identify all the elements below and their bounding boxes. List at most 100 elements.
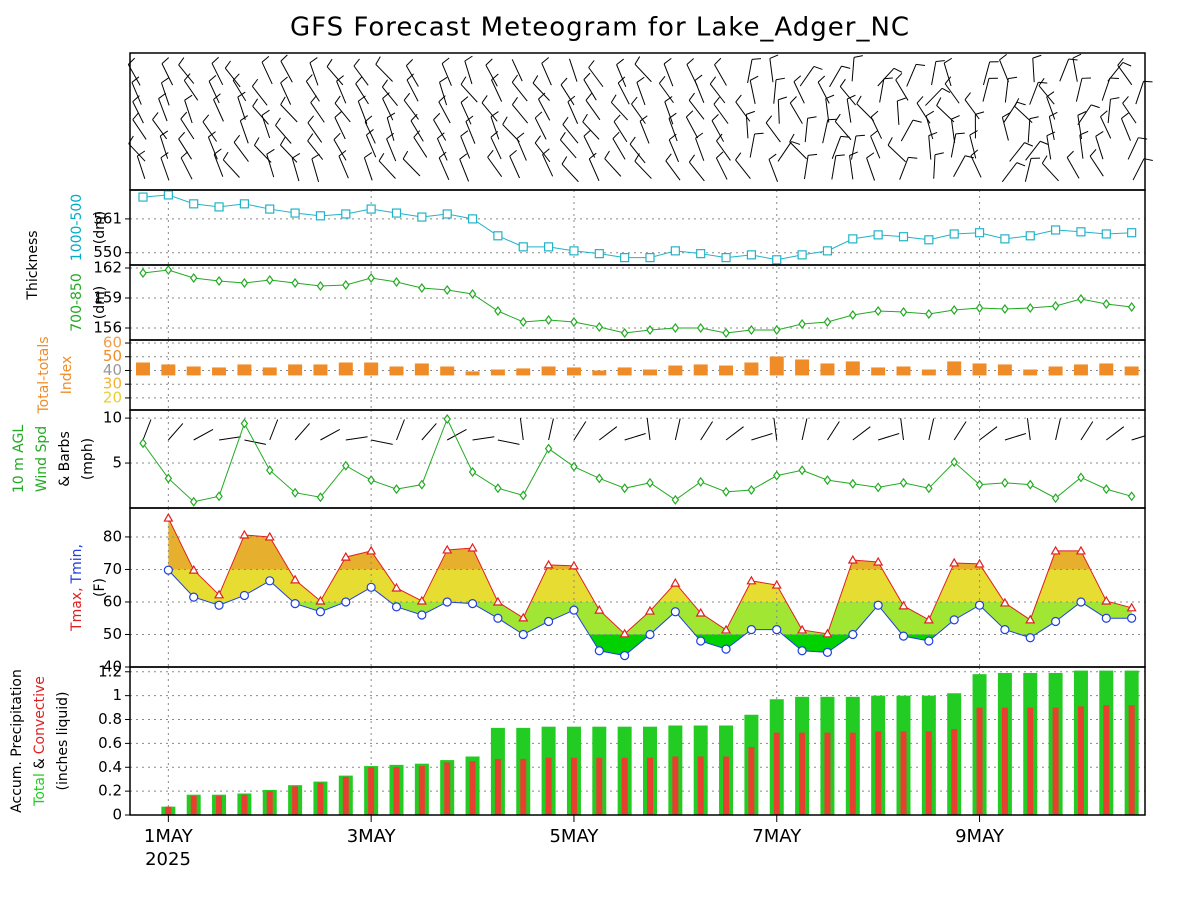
marker [494,483,502,494]
barb-staff [969,134,977,159]
barb-flag [213,93,221,100]
barb-staff [511,59,523,82]
barb-flag [1122,96,1129,104]
surface-barb [725,426,744,441]
surface-barb [1004,433,1027,441]
barb-staff [207,136,218,160]
bar [795,359,810,376]
bar [972,363,987,376]
barb-staff [491,79,503,102]
barb-flag [386,132,394,140]
marker [772,255,782,265]
barb-staff [604,158,622,177]
barb-flag [211,56,220,64]
marker [923,614,934,624]
y-tick-label: 60 [103,592,122,610]
marker [974,600,985,610]
barb-staff [870,116,883,139]
barb-flag [232,73,240,81]
marker [797,646,807,656]
bar [292,786,299,815]
y-axis-label-part: Convective [32,676,48,754]
barb-staff [1095,136,1104,160]
y-tick-label: 0 [112,806,122,824]
y-tick-label: 0.2 [98,782,122,800]
barb-staff [1009,142,1025,162]
barb-staff [899,157,909,180]
barb-flag [604,150,610,159]
marker [645,253,655,263]
marker [1101,229,1111,239]
barb-staff [460,135,471,159]
barb-flag [768,153,777,160]
marker [873,556,884,566]
barb-staff [799,66,815,87]
barb-flag [846,94,856,100]
barb-flag [688,154,696,163]
barb-flag [1016,101,1026,106]
bar [566,367,581,376]
marker [468,467,477,478]
bar [570,757,577,815]
plot-area [130,410,1145,508]
barb-staff [307,122,323,143]
y-axis-label-part: (mph) [80,438,96,480]
barb-staff [982,61,991,86]
barb-staff [1066,157,1080,179]
barb-flag [883,77,893,80]
marker [139,268,147,278]
barb-staff [310,102,325,123]
marker [1102,299,1111,309]
bar [516,368,531,376]
y-axis-label: 700-850 [69,273,85,332]
barb-staff [460,102,472,125]
barb-staff [663,63,674,87]
barb-staff [363,157,373,181]
barb-flag [1041,155,1048,164]
bar [440,366,455,376]
marker [467,542,478,552]
marker [315,211,326,221]
y-axis-label-part: 10 m AGL [11,425,27,494]
barb-flag [928,131,938,137]
surface-barb [900,418,904,441]
surface-barb [928,418,935,441]
bar [997,364,1012,376]
marker [543,242,554,252]
barb-flag [629,136,636,145]
barb-staff [436,138,448,161]
barb-flag [870,110,879,118]
barb-flag [366,129,374,136]
barb-staff [275,125,292,144]
bar [719,365,734,376]
marker [620,483,629,494]
barb-flag [131,76,140,83]
y-axis-label: 10 m AGL [11,425,27,494]
y-tick-label: 20 [103,388,122,406]
barb-flag [941,87,951,94]
barb-flag [266,148,275,155]
marker [822,647,833,657]
barb-staff [261,61,273,85]
barb-flag [184,94,193,101]
surface-barb [1080,421,1094,441]
barb-flag [634,56,641,65]
surface-barb [624,433,646,441]
barb-flag [439,76,448,83]
marker [569,246,579,256]
bar [414,363,429,376]
marker [646,477,654,488]
bar [465,371,480,376]
barb-flag [749,75,759,81]
surface-barb [979,426,998,441]
marker [823,317,832,327]
marker [265,204,275,214]
barb-flag [240,115,248,122]
marker [646,325,654,335]
barb-staff [829,65,842,88]
barb-flag [567,95,576,103]
marker [619,628,630,638]
barb-staff [950,119,956,143]
marker [1025,231,1035,241]
barb-flag [437,132,445,139]
